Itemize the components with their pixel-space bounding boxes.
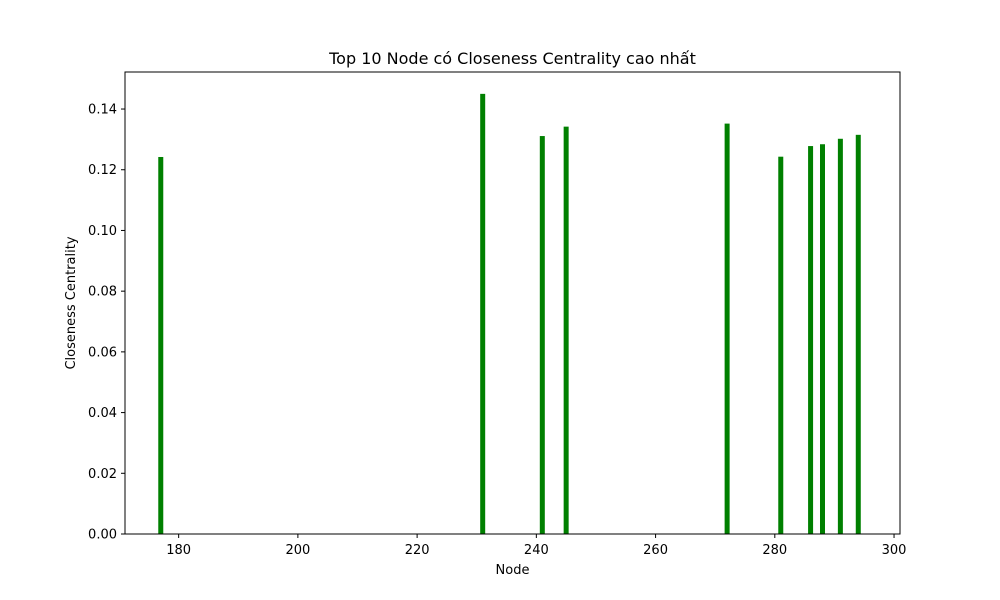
bar-node-241 xyxy=(539,136,545,535)
plot-frame xyxy=(124,71,901,535)
y-tick-label: 0.08 xyxy=(88,285,117,300)
bar-node-281 xyxy=(778,156,784,534)
y-tick-label: 0.12 xyxy=(88,163,117,178)
x-tick-label: 280 xyxy=(762,543,787,558)
y-tick-label: 0.02 xyxy=(88,467,117,482)
y-tick-label: 0.10 xyxy=(88,224,117,239)
x-tick-label: 300 xyxy=(882,543,907,558)
x-tick-label: 240 xyxy=(524,543,549,558)
x-tick-label: 220 xyxy=(405,543,430,558)
y-tick-label: 0.06 xyxy=(88,345,117,360)
bar-node-294 xyxy=(855,134,861,534)
y-tick-label: 0.00 xyxy=(88,528,117,543)
bar-node-291 xyxy=(837,138,843,534)
chart-title: Top 10 Node có Closeness Centrality cao … xyxy=(328,49,696,68)
bar-node-177 xyxy=(158,156,164,535)
y-tick-label: 0.14 xyxy=(88,103,117,118)
x-tick-label: 200 xyxy=(285,543,310,558)
bars-group xyxy=(158,93,861,535)
y-tick-label: 0.04 xyxy=(88,406,117,421)
x-axis-label: Node xyxy=(496,563,530,578)
bar-node-245 xyxy=(563,126,569,534)
y-axis-ticks: 0.00 0.02 0.04 0.06 0.08 0.10 0.12 0.14 xyxy=(88,103,125,543)
y-axis-label: Closeness Centrality xyxy=(64,236,79,369)
x-tick-label: 180 xyxy=(166,543,191,558)
bar-node-272 xyxy=(724,123,730,534)
bar-node-286 xyxy=(808,146,814,534)
x-tick-label: 260 xyxy=(643,543,668,558)
bar-node-288 xyxy=(820,144,825,535)
bar-node-231 xyxy=(480,93,486,535)
x-axis-ticks: 180 200 220 240 260 280 300 xyxy=(166,534,906,558)
